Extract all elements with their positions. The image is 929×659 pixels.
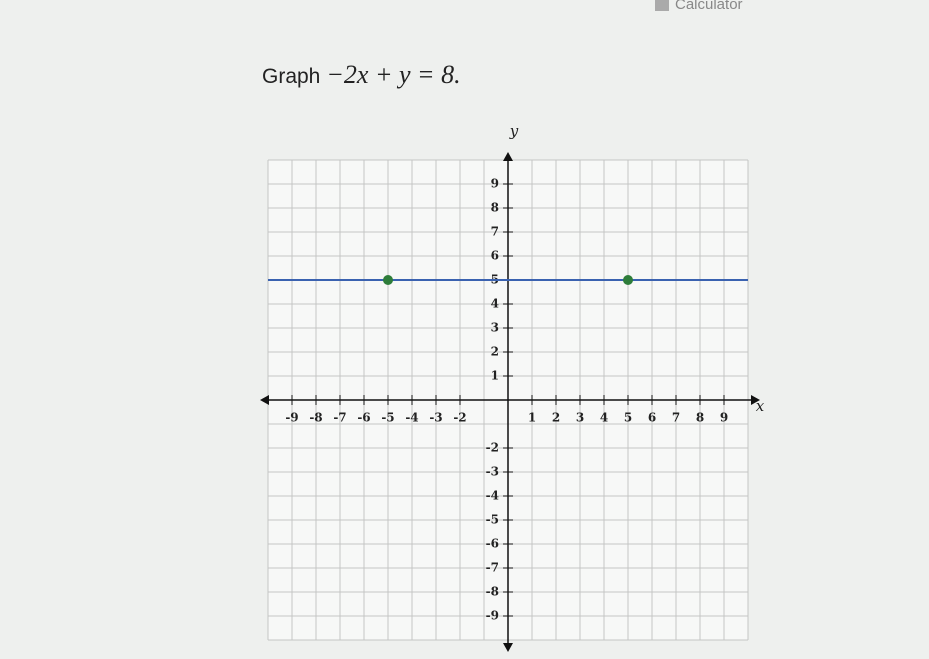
y-tick-label: 4 — [491, 297, 499, 311]
x-axis-label: x — [756, 397, 765, 415]
x-tick-label: 9 — [720, 411, 728, 425]
x-tick-label: -4 — [405, 411, 418, 425]
arrow — [260, 395, 269, 405]
x-tick-label: -8 — [309, 411, 322, 425]
y-tick-label: 2 — [491, 345, 499, 359]
equation: −2x + y = 8. — [326, 60, 461, 89]
x-tick-label: -7 — [333, 411, 346, 425]
y-tick-label: 7 — [491, 225, 499, 239]
calculator-icon — [655, 0, 669, 12]
calculator-button[interactable]: Calculator — [655, 0, 743, 13]
y-tick-label: -2 — [486, 441, 499, 455]
x-tick-label: 7 — [672, 411, 680, 425]
x-tick-label: -9 — [285, 411, 298, 425]
y-tick-label: 1 — [491, 369, 499, 383]
arrow — [503, 152, 513, 161]
x-tick-label: -6 — [357, 411, 370, 425]
y-tick-label: -5 — [486, 513, 499, 527]
plotted-point[interactable] — [383, 275, 393, 285]
y-tick-label: 8 — [491, 201, 499, 215]
y-tick-label: -8 — [486, 585, 499, 599]
question: Graph −2x + y = 8. — [262, 60, 461, 90]
arrow — [751, 395, 760, 405]
x-tick-label: 6 — [648, 411, 656, 425]
arrow — [503, 643, 513, 652]
x-tick-label: -2 — [453, 411, 466, 425]
y-tick-label: -3 — [486, 465, 499, 479]
x-tick-label: 3 — [576, 411, 584, 425]
x-tick-label: 4 — [600, 411, 608, 425]
y-tick-label: 3 — [491, 321, 499, 335]
y-tick-label: -6 — [486, 537, 499, 551]
question-prefix: Graph — [262, 65, 321, 88]
y-tick-label: -4 — [486, 489, 499, 503]
x-tick-label: 1 — [528, 411, 536, 425]
y-tick-label: -9 — [486, 609, 499, 623]
y-tick-label: -7 — [486, 561, 499, 575]
plotted-point[interactable] — [623, 275, 633, 285]
calculator-label: Calculator — [675, 0, 743, 13]
x-tick-label: -3 — [429, 411, 442, 425]
y-axis-label: y — [509, 122, 519, 140]
x-tick-label: 8 — [696, 411, 704, 425]
x-tick-label: 2 — [552, 411, 560, 425]
x-tick-label: 5 — [624, 411, 632, 425]
y-tick-label: 9 — [491, 177, 499, 191]
y-tick-label: 6 — [491, 249, 499, 263]
x-tick-label: -5 — [381, 411, 394, 425]
